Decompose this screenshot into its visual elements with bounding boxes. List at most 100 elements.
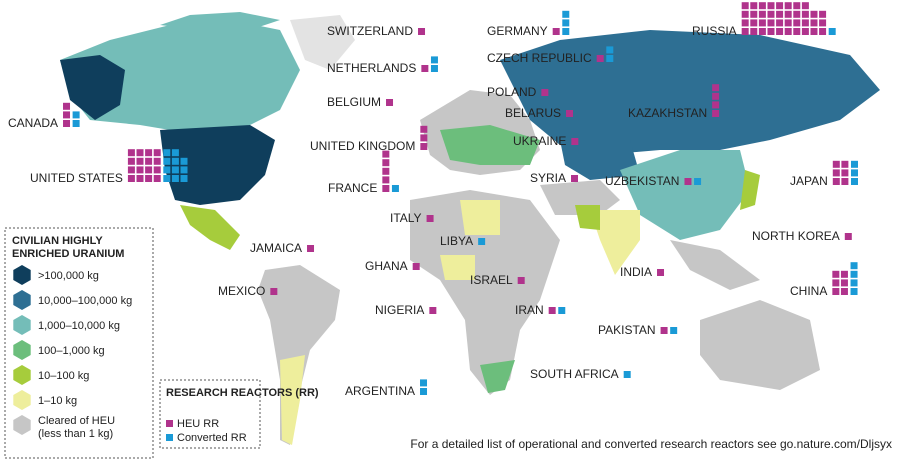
reactor-square bbox=[153, 175, 161, 182]
reactor-square bbox=[562, 28, 570, 35]
reactor-square bbox=[382, 159, 390, 167]
heu-reactors bbox=[420, 125, 428, 150]
reactor-square bbox=[784, 2, 792, 10]
legend-label: Converted RR bbox=[177, 432, 247, 444]
heu-reactors bbox=[596, 55, 604, 62]
reactor-square bbox=[136, 166, 144, 174]
converted-reactors bbox=[850, 160, 858, 185]
reactor-square bbox=[670, 327, 678, 334]
legend-label: 10,000–100,000 kg bbox=[38, 295, 132, 307]
reactor-square bbox=[153, 157, 161, 165]
legend-label: Cleared of HEU (less than 1 kg) bbox=[38, 415, 115, 440]
reactor-square bbox=[127, 175, 135, 182]
canada-shape bbox=[60, 20, 300, 135]
heu-reactors bbox=[382, 150, 390, 192]
country-label: ITALY bbox=[390, 211, 422, 225]
converted-reactors bbox=[670, 327, 678, 334]
europe-heu-shape bbox=[440, 125, 540, 165]
reactor-square bbox=[810, 10, 818, 18]
converted-reactors bbox=[430, 56, 438, 72]
reactor-square bbox=[767, 28, 775, 35]
legend-label: 10–100 kg bbox=[38, 370, 89, 382]
reactor-square bbox=[741, 10, 749, 18]
reactor-square bbox=[72, 120, 80, 127]
country-label: UNITED KINGDOM bbox=[310, 139, 415, 153]
india-shape bbox=[590, 210, 640, 275]
heu-reactors bbox=[418, 28, 426, 35]
reactor-square bbox=[180, 175, 188, 182]
reactor-square bbox=[562, 19, 570, 27]
heu-reactors bbox=[421, 65, 429, 72]
reactor-square bbox=[810, 28, 818, 35]
reactor-square bbox=[136, 157, 144, 165]
heu-reactors bbox=[63, 102, 71, 127]
heu-reactors bbox=[660, 327, 668, 334]
reactor-square bbox=[660, 327, 668, 334]
country-label: INDIA bbox=[620, 265, 652, 279]
reactor-square bbox=[801, 10, 809, 18]
country-label: UZBEKISTAN bbox=[605, 174, 679, 188]
reactor-square bbox=[741, 19, 749, 27]
reactor-square bbox=[832, 279, 840, 287]
converted-reactors bbox=[478, 238, 486, 245]
legend-swatch bbox=[13, 365, 31, 385]
reactor-square bbox=[784, 19, 792, 27]
reactor-square bbox=[712, 110, 720, 117]
converted-reactors bbox=[850, 262, 858, 295]
legend-label: >100,000 kg bbox=[38, 270, 99, 282]
reactor-square bbox=[552, 28, 560, 35]
heu-reactors bbox=[386, 99, 394, 106]
libya-shape bbox=[460, 200, 500, 235]
reactor-square bbox=[63, 102, 71, 110]
heu-reactors bbox=[571, 138, 579, 145]
japan-shape bbox=[740, 170, 760, 210]
reactor-square bbox=[850, 169, 858, 177]
south-africa-shape bbox=[480, 360, 515, 393]
south-america-shape bbox=[258, 265, 340, 445]
reactor-square bbox=[571, 138, 579, 145]
reactor-square bbox=[145, 166, 153, 174]
reactor-square bbox=[793, 19, 801, 27]
reactor-square bbox=[750, 28, 758, 35]
heu-reactors bbox=[741, 2, 827, 35]
country-label: SYRIA bbox=[530, 171, 566, 185]
converted-reactors bbox=[606, 46, 614, 62]
heu-reactors bbox=[657, 269, 665, 276]
heu-reactors bbox=[270, 288, 278, 295]
legend-swatch bbox=[13, 265, 31, 285]
reactor-square bbox=[784, 28, 792, 35]
legend-label: 1–10 kg bbox=[38, 395, 77, 407]
reactor-square bbox=[850, 279, 858, 287]
converted-reactors bbox=[391, 185, 399, 192]
legend-swatch bbox=[13, 390, 31, 410]
converted-reactors bbox=[420, 379, 428, 395]
country-label: KAZAKHSTAN bbox=[628, 106, 707, 120]
reactor-square bbox=[478, 238, 486, 245]
reactor-square bbox=[767, 2, 775, 10]
reactor-square bbox=[776, 19, 784, 27]
legend-items: >100,000 kg 10,000–100,000 kg 1,000–10,000… bbox=[13, 265, 132, 440]
reactor-square bbox=[750, 19, 758, 27]
reactor-square bbox=[801, 28, 809, 35]
reactor-square bbox=[840, 279, 848, 287]
reactor-square bbox=[758, 19, 766, 27]
reactor-square bbox=[776, 28, 784, 35]
country-label: UNITED STATES bbox=[30, 171, 123, 185]
reactor-square bbox=[832, 160, 840, 168]
country-label: MEXICO bbox=[218, 284, 265, 298]
reactor-square bbox=[832, 288, 840, 295]
heu-reactors bbox=[552, 28, 560, 35]
heu-reactors bbox=[429, 307, 437, 314]
reactor-square bbox=[850, 160, 858, 168]
reactor-square bbox=[850, 262, 858, 270]
alaska-shape bbox=[60, 55, 125, 120]
reactor-square bbox=[758, 28, 766, 35]
reactor-square bbox=[426, 215, 434, 222]
reactor-square bbox=[784, 10, 792, 18]
reactor-square bbox=[171, 166, 179, 174]
legend-label-line: (less than 1 kg) bbox=[38, 428, 113, 440]
reactor-square bbox=[163, 175, 171, 182]
reactor-square bbox=[382, 150, 390, 158]
reactor-square bbox=[596, 55, 604, 62]
legend-swatch bbox=[13, 415, 31, 435]
